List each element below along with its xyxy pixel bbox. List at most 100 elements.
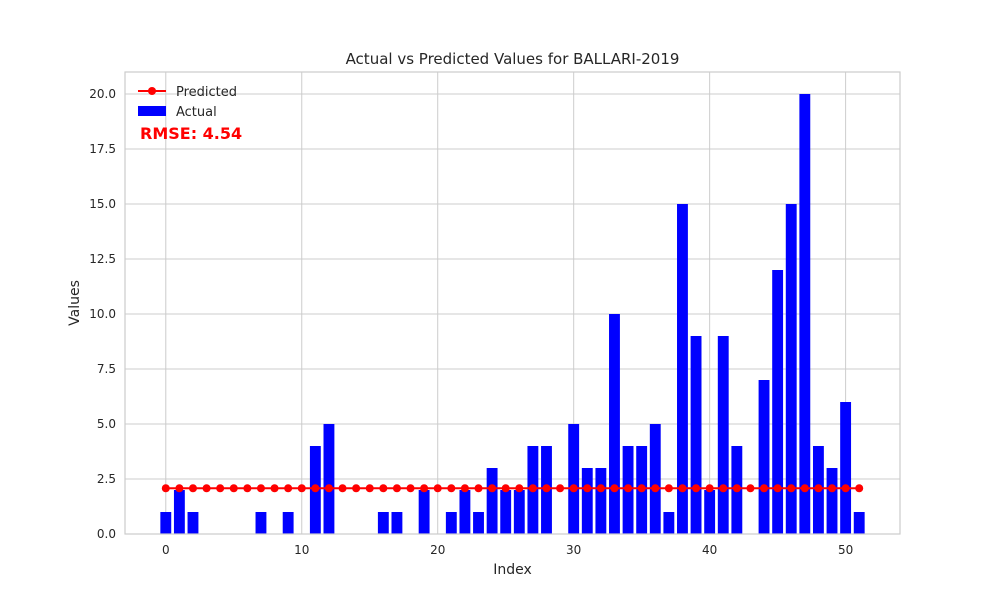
- predicted-point: [855, 484, 864, 493]
- y-tick-label: 7.5: [97, 362, 116, 376]
- predicted-point: [760, 484, 769, 493]
- predicted-point: [719, 484, 728, 493]
- actual-bar: [677, 204, 688, 534]
- predicted-point: [365, 484, 374, 493]
- plot-area-frame: [124, 71, 901, 535]
- predicted-point: [188, 484, 197, 493]
- predicted-point: [624, 484, 633, 493]
- predicted-point: [828, 484, 837, 493]
- y-tick-label: 0.0: [97, 527, 116, 541]
- actual-bar: [785, 204, 797, 534]
- predicted-point: [678, 484, 687, 493]
- actual-bar: [826, 468, 838, 534]
- y-tick-labels: 0.0 2.5 5.0 7.5 10.0 12.5 15.0 17.5 20.0: [89, 87, 116, 541]
- actual-bar: [649, 424, 661, 534]
- predicted-point: [569, 484, 578, 493]
- x-tick-labels: 0 10 20 30 40 50: [162, 543, 853, 557]
- predicted-point: [501, 484, 510, 493]
- predicted-point: [787, 484, 796, 493]
- actual-bar: [568, 424, 580, 534]
- legend-predicted-marker: [148, 87, 156, 95]
- actual-bar: [323, 424, 335, 534]
- x-axis-label: Index: [493, 562, 532, 578]
- predicted-point: [773, 484, 782, 493]
- predicted-point: [297, 484, 306, 493]
- actual-bar: [853, 512, 865, 534]
- actual-bar: [418, 490, 430, 534]
- actual-bar: [391, 512, 403, 534]
- y-tick-label: 12.5: [89, 252, 116, 266]
- predicted-point: [420, 484, 429, 493]
- actual-bar: [255, 512, 267, 534]
- predicted-point: [732, 484, 741, 493]
- y-tick-label: 17.5: [89, 142, 116, 156]
- predicted-point: [692, 484, 701, 493]
- predicted-point: [814, 484, 823, 493]
- actual-bar: [282, 512, 294, 534]
- predicted-point: [229, 484, 238, 493]
- actual-bar: [609, 314, 620, 534]
- predicted-point: [596, 484, 605, 493]
- predicted-point: [705, 484, 714, 493]
- actual-bar: [160, 512, 172, 534]
- predicted-series: [161, 484, 864, 493]
- predicted-point: [433, 484, 442, 493]
- x-tick-label: 20: [430, 543, 445, 557]
- y-tick-label: 2.5: [97, 472, 116, 486]
- predicted-point: [392, 484, 401, 493]
- predicted-point: [243, 484, 252, 493]
- actual-bar: [717, 336, 729, 534]
- actual-bar: [758, 380, 770, 534]
- predicted-point: [515, 484, 524, 493]
- chart-title: Actual vs Predicted Values for BALLARI-2…: [346, 50, 680, 68]
- actual-bar: [377, 512, 389, 534]
- actual-bar: [513, 490, 525, 534]
- predicted-point: [256, 484, 265, 493]
- actual-bar: [772, 270, 784, 534]
- predicted-point: [202, 484, 211, 493]
- predicted-point: [610, 484, 619, 493]
- actual-bar: [840, 402, 852, 534]
- actual-bar: [799, 94, 811, 534]
- predicted-point: [175, 484, 184, 493]
- x-tick-label: 30: [566, 543, 581, 557]
- predicted-point: [379, 484, 388, 493]
- predicted-point: [324, 484, 333, 493]
- predicted-point: [406, 484, 415, 493]
- actual-bar: [500, 490, 512, 534]
- predicted-point: [338, 484, 347, 493]
- predicted-point: [528, 484, 537, 493]
- actual-bar: [595, 468, 607, 534]
- y-tick-label: 10.0: [89, 307, 116, 321]
- predicted-point: [542, 484, 551, 493]
- actual-bar: [690, 336, 702, 534]
- predicted-point: [488, 484, 497, 493]
- predicted-point: [637, 484, 646, 493]
- predicted-point: [800, 484, 809, 493]
- actual-bar: [704, 490, 716, 534]
- actual-bar: [173, 490, 185, 534]
- predicted-point: [583, 484, 592, 493]
- y-tick-label: 5.0: [97, 417, 116, 431]
- x-tick-label: 40: [702, 543, 717, 557]
- rmse-annotation: RMSE: 4.54: [140, 124, 242, 143]
- actual-bar: [187, 512, 199, 534]
- x-tick-label: 50: [838, 543, 853, 557]
- x-tick-label: 0: [162, 543, 170, 557]
- y-tick-label: 20.0: [89, 87, 116, 101]
- actual-bar: [581, 468, 593, 534]
- legend-predicted-label: Predicted: [176, 85, 237, 100]
- predicted-point: [664, 484, 673, 493]
- y-axis-label: Values: [67, 280, 83, 326]
- predicted-point: [311, 484, 320, 493]
- predicted-point: [460, 484, 469, 493]
- predicted-point: [161, 484, 170, 493]
- actual-bar: [486, 468, 498, 534]
- legend-actual-label: Actual: [176, 105, 217, 120]
- actual-bar: [445, 512, 457, 534]
- predicted-point: [841, 484, 850, 493]
- actual-bar: [459, 490, 471, 534]
- predicted-point: [352, 484, 361, 493]
- predicted-point: [651, 484, 660, 493]
